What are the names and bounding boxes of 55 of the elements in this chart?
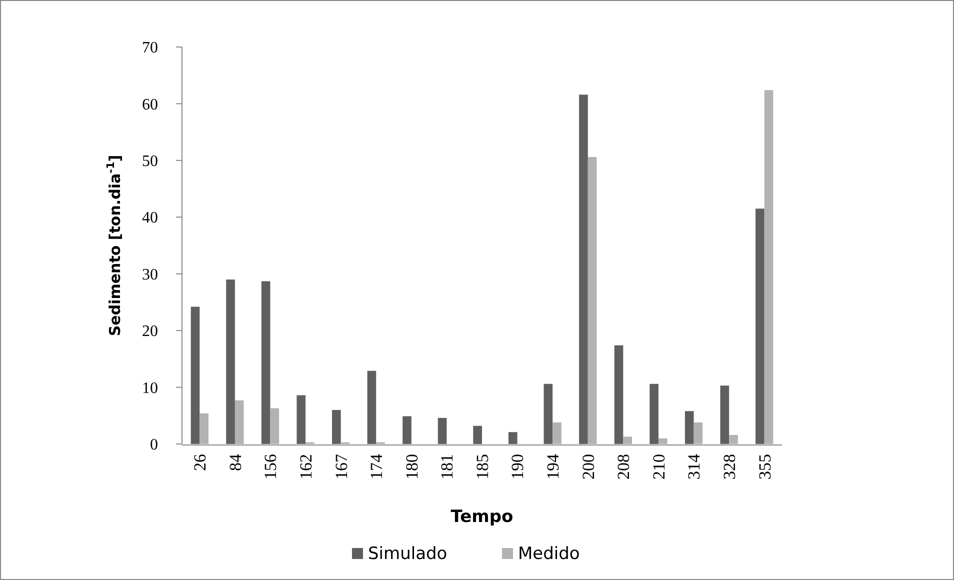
x-axis-title: Tempo (450, 507, 514, 527)
bar (200, 413, 208, 444)
y-tick-label: 40 (142, 210, 158, 227)
y-tick-label: 20 (142, 323, 158, 340)
bar (438, 418, 447, 444)
bar (190, 306, 200, 444)
bar (614, 345, 624, 444)
bar (544, 384, 553, 444)
x-tick-label: 162 (296, 454, 316, 480)
y-tick-label: 10 (142, 380, 158, 397)
x-tick-label: 156 (261, 454, 280, 480)
x-tick-label: 208 (614, 454, 634, 480)
x-tick-label: 200 (578, 454, 598, 480)
bar (658, 438, 668, 444)
bar (623, 436, 632, 444)
x-tick-label: 180 (402, 454, 422, 480)
bar (234, 400, 244, 444)
x-tick-label: 314 (684, 454, 704, 480)
bar (694, 422, 703, 444)
x-tick-label: 174 (367, 454, 386, 480)
bar (226, 280, 235, 444)
x-tick-label: 210 (649, 454, 668, 480)
x-tick-label: 194 (544, 454, 563, 480)
legend-label: Simulado (368, 544, 448, 564)
x-tick-label: 185 (472, 454, 492, 480)
x-tick-label: 26 (190, 454, 210, 471)
bar (261, 281, 270, 444)
bar (579, 94, 588, 444)
bar (552, 422, 562, 444)
x-tick-label: 84 (226, 454, 245, 471)
bar (764, 90, 774, 444)
y-tick-label: 50 (142, 153, 158, 170)
bar (508, 432, 518, 444)
bar (729, 434, 738, 444)
x-tick-label: 167 (332, 454, 351, 480)
x-tick-label: 355 (755, 454, 774, 480)
y-tick-label: 30 (142, 266, 158, 284)
bar (650, 384, 658, 444)
y-tick-label: 60 (142, 96, 158, 114)
bar (402, 416, 412, 444)
bar (473, 426, 482, 444)
y-tick-label: 0 (150, 436, 158, 454)
bar (332, 410, 341, 444)
bar (588, 157, 597, 444)
x-tick-label: 190 (508, 454, 528, 480)
bar (684, 411, 694, 444)
bar (296, 395, 306, 444)
x-tick-label: 181 (438, 454, 457, 480)
bar (270, 408, 280, 444)
bar (756, 208, 764, 444)
y-tick-label: 70 (142, 40, 158, 57)
bar (367, 370, 376, 444)
legend-label: Medido (518, 544, 580, 564)
bar (720, 386, 730, 444)
x-tick-label: 328 (720, 454, 740, 480)
